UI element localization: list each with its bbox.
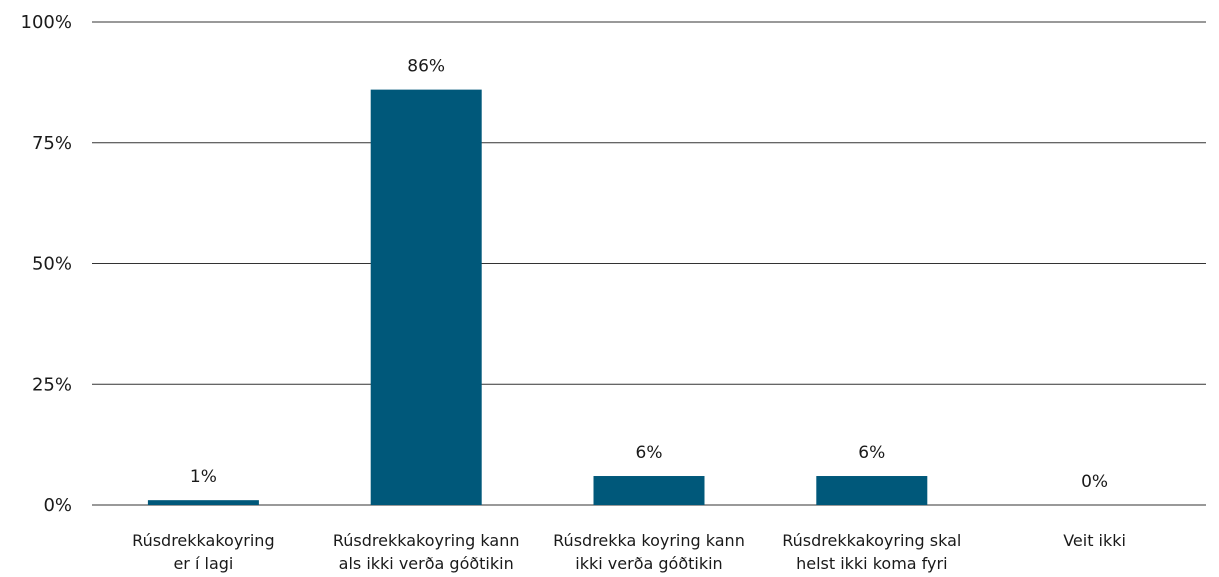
data-labels: 1% 86% 6% 6% 0% — [190, 57, 1108, 492]
bar-2 — [370, 89, 482, 506]
bars — [147, 89, 928, 506]
y-tick-label: 0% — [43, 495, 72, 516]
category-label: Rúsdrekkakoyring skal — [782, 531, 961, 550]
y-tick-label: 25% — [32, 374, 72, 395]
y-tick-label: 50% — [32, 254, 72, 275]
category-label: Rúsdrekkakoyring — [132, 531, 274, 550]
data-label: 6% — [636, 443, 663, 463]
y-axis-ticks: 0% 25% 50% 75% 100% — [21, 12, 72, 516]
bar-4 — [816, 476, 928, 505]
gridlines — [92, 21, 1206, 506]
data-label: 86% — [407, 57, 445, 77]
category-label: helst ikki koma fyri — [796, 554, 947, 573]
data-label: 0% — [1081, 472, 1108, 492]
bar-1 — [147, 500, 259, 505]
category-label: Rúsdrekkakoyring kann — [333, 531, 520, 550]
y-tick-label: 75% — [32, 133, 72, 154]
y-tick-label: 100% — [21, 12, 72, 33]
category-label: als ikki verða góðtikin — [339, 554, 514, 573]
data-label: 1% — [190, 467, 217, 487]
data-label: 6% — [858, 443, 885, 463]
category-label: ikki verða góðtikin — [575, 554, 722, 573]
category-label: Rúsdrekka koyring kann — [553, 531, 745, 550]
bar-3 — [593, 476, 705, 505]
category-labels: Rúsdrekkakoyring er í lagi Rúsdrekkakoyrin… — [132, 531, 1126, 573]
category-label: Veit ikki — [1063, 531, 1126, 550]
category-label: er í lagi — [173, 554, 233, 573]
